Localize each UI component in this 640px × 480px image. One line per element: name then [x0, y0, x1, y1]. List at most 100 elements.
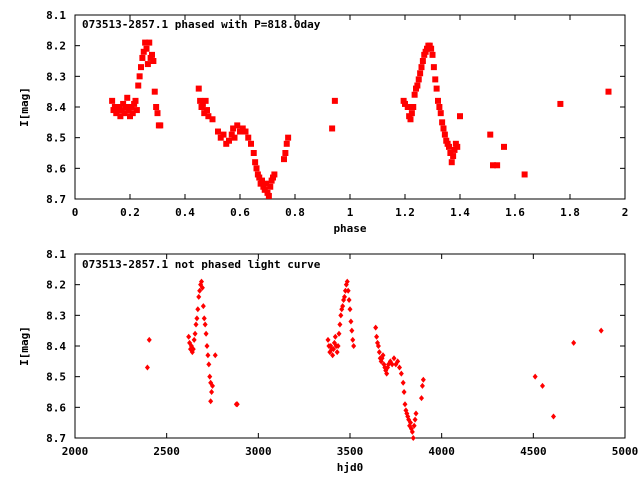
unphased-light-curve-plot: 2000 2500 3000 3500 4000 4500 5000 8.1 8.2 8.3 8.4…	[18, 248, 638, 474]
phased-x-tick-label: 0.2	[120, 206, 140, 219]
phased-data-point	[501, 143, 507, 150]
unphased-data-point	[194, 315, 200, 322]
unphased-data-point	[208, 398, 214, 405]
unphased-data-point	[345, 287, 351, 294]
unphased-data-point	[203, 330, 209, 337]
unphased-data-point	[234, 401, 240, 408]
unphased-data-point	[346, 297, 352, 303]
phased-plot-ticks: 0 0.2 0.4 0.6 0.8 1 1.2 1.4 1.6 1.8 2 8.1 8.2 8.3 8.4 8…	[46, 9, 628, 219]
phased-data-point	[487, 131, 494, 138]
phased-data-point	[202, 97, 209, 104]
unphased-data-point	[193, 321, 199, 328]
unphased-data-point	[347, 306, 353, 313]
phased-x-tick-label: 1.8	[560, 206, 580, 219]
phased-data-point	[205, 113, 212, 120]
unphased-data-point	[325, 336, 331, 343]
phased-data-point	[605, 88, 612, 95]
phased-data-point	[421, 51, 428, 58]
phased-data-point	[443, 137, 450, 144]
phased-data-point	[494, 162, 501, 169]
phased-data-point	[435, 97, 441, 104]
phased-data-point	[131, 100, 138, 107]
unphased-data-point	[191, 336, 197, 343]
unphased-data-point	[335, 343, 341, 349]
phased-data-point	[428, 45, 435, 52]
phased-data-point	[260, 183, 267, 190]
phased-data-point	[133, 107, 140, 114]
phased-data-point	[111, 104, 118, 110]
phased-data-point	[150, 58, 157, 64]
unphased-data-point	[344, 278, 350, 285]
unphased-data-point	[195, 306, 201, 313]
phased-data-point	[426, 42, 433, 49]
phased-data-point	[268, 177, 275, 184]
unphased-y-tick-label: 8.4	[46, 340, 66, 353]
phased-data-point	[142, 39, 149, 46]
unphased-data-point	[332, 333, 338, 340]
phased-data-point	[263, 180, 270, 187]
phased-data-point	[446, 143, 452, 150]
unphased-data-point	[342, 287, 348, 294]
phased-data-point	[153, 104, 160, 110]
phased-x-tick-label: 0.4	[175, 206, 195, 219]
unphased-data-point	[380, 352, 386, 359]
phased-data-point	[400, 97, 407, 104]
unphased-x-tick-label: 4500	[520, 445, 547, 458]
unphased-x-tick-label: 5000	[612, 445, 639, 458]
phased-data-point	[265, 192, 272, 199]
unphased-data-point	[350, 336, 356, 343]
phased-data-point	[406, 113, 413, 120]
phased-data-point	[432, 76, 439, 83]
phased-y-tick-label: 8.1	[46, 9, 66, 22]
phased-y-tick-label: 8.7	[46, 193, 66, 206]
unphased-x-tick-label: 2000	[62, 445, 89, 458]
unphased-x-tick-label: 2500	[153, 445, 180, 458]
phased-data-point	[437, 110, 444, 117]
phased-x-tick-label: 1.2	[395, 206, 415, 219]
unphased-data-point	[410, 435, 416, 441]
unphased-data-point	[330, 352, 336, 359]
phased-data-point	[146, 39, 153, 46]
phased-data-point	[250, 150, 257, 156]
unphased-data-point	[199, 278, 204, 285]
phased-data-point	[248, 140, 254, 147]
unphased-data-point	[412, 416, 418, 423]
unphased-data-point	[571, 339, 577, 346]
phased-y-tick-label: 8.5	[46, 132, 66, 145]
phased-x-tick-label: 0	[72, 206, 79, 219]
phased-plot-title: 073513-2857.1 phased with P=818.0day	[82, 18, 321, 31]
phased-data-point	[261, 186, 268, 193]
phased-data-point	[118, 107, 125, 114]
unphased-data-point	[400, 379, 406, 386]
phased-data-point	[138, 64, 144, 71]
unphased-y-tick-label: 8.3	[46, 309, 66, 322]
phased-data-point	[195, 85, 202, 92]
phased-data-point	[454, 143, 461, 150]
phased-data-point	[444, 140, 451, 147]
unphased-data-point	[348, 318, 354, 325]
phased-data-point	[239, 125, 246, 132]
phased-data-point	[122, 104, 129, 110]
phased-plot-y-axis-label: I[mag]	[18, 87, 31, 127]
phased-data-point	[430, 64, 437, 71]
unphased-plot-points	[144, 278, 604, 441]
phased-data-point	[410, 104, 417, 110]
phased-data-point	[199, 100, 206, 107]
phased-data-point	[143, 45, 150, 52]
unphased-data-point	[337, 321, 343, 328]
phased-data-point	[439, 119, 446, 126]
phased-data-point	[124, 94, 131, 101]
phased-data-point	[113, 110, 120, 117]
unphased-plot-x-axis-label: hjd0	[337, 461, 364, 474]
unphased-data-point	[375, 343, 381, 349]
unphased-data-point	[340, 303, 346, 310]
unphased-data-point	[401, 389, 407, 395]
phased-x-tick-label: 1.4	[450, 206, 470, 219]
unphased-data-point	[351, 343, 357, 349]
unphased-x-tick-label: 3500	[337, 445, 364, 458]
phased-data-point	[215, 128, 221, 135]
unphased-data-point	[199, 284, 205, 291]
phased-data-point	[135, 82, 142, 89]
phased-data-point	[154, 110, 161, 117]
